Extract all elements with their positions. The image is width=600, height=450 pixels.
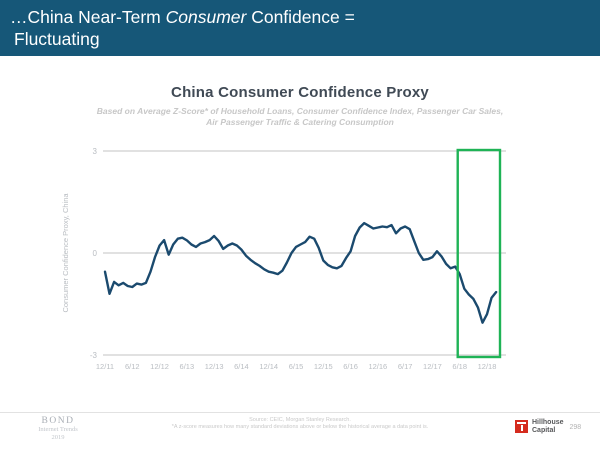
page-number: 298 — [569, 424, 582, 431]
x-tick-label: 12/14 — [259, 362, 278, 371]
x-tick-label: 12/15 — [314, 362, 333, 371]
bond-logo: BOND Internet Trends 2019 — [28, 416, 88, 442]
x-tick-label: 12/17 — [423, 362, 442, 371]
hillhouse-name-line2: Capital — [532, 427, 556, 434]
x-tick-label: 12/13 — [205, 362, 224, 371]
x-tick-label: 6/15 — [289, 362, 304, 371]
hillhouse-logo-text: Hillhouse Capital — [532, 419, 564, 435]
header-text-prefix: …China Near-Term — [10, 7, 166, 27]
zscore-note: *A z-score measures how many standard de… — [171, 424, 429, 430]
header-line-2: Fluctuating — [14, 29, 100, 49]
hillhouse-logo-bar — [517, 422, 526, 424]
header-line-1: …China Near-Term Consumer Confidence = — [10, 6, 590, 28]
bond-logo-line2: Internet Trends — [38, 426, 78, 433]
y-tick-label: 3 — [93, 147, 98, 156]
chart-subtitle-line-1: Based on Average Z-Score* of Household L… — [96, 106, 504, 116]
hillhouse-logo-stroke — [521, 425, 523, 431]
x-tick-label: 12/18 — [478, 362, 497, 371]
source-line: Source: CEIC, Morgan Stanley Research. — [249, 417, 351, 423]
x-tick-label: 12/16 — [368, 362, 387, 371]
x-tick-label: 12/12 — [150, 362, 169, 371]
hillhouse-logo-icon — [515, 420, 528, 433]
header-text-italic: Consumer — [165, 7, 247, 27]
x-tick-label: 6/16 — [343, 362, 358, 371]
x-tick-label: 6/12 — [125, 362, 140, 371]
slide-header: …China Near-Term Consumer Confidence = F… — [0, 0, 600, 56]
footer-divider — [0, 412, 600, 413]
chart-subtitle-line-2: Air Passenger Traffic & Catering Consump… — [206, 117, 394, 127]
y-tick-label: 0 — [93, 249, 98, 258]
bond-logo-name: BOND — [41, 416, 75, 426]
hillhouse-name-line1: Hillhouse — [532, 419, 564, 426]
bond-logo-line3: 2019 — [51, 434, 65, 441]
x-tick-label: 6/13 — [180, 362, 195, 371]
chart-subtitle: Based on Average Z-Score* of Household L… — [0, 106, 600, 128]
header-text-suffix: Confidence = — [246, 7, 355, 27]
hillhouse-logo: Hillhouse Capital 298 — [515, 419, 581, 435]
highlight-box — [456, 148, 502, 359]
x-tick-label: 6/14 — [234, 362, 249, 371]
x-tick-label: 6/18 — [452, 362, 467, 371]
source-footnote: Source: CEIC, Morgan Stanley Research. *… — [0, 417, 600, 431]
x-tick-label: 12/11 — [96, 362, 114, 371]
chart-title: China Consumer Confidence Proxy — [171, 84, 429, 101]
y-tick-label: -3 — [90, 351, 98, 360]
confidence-line — [103, 221, 498, 324]
x-tick-label: 6/17 — [398, 362, 413, 371]
y-axis-title: Consumer Confidence Proxy, China — [61, 193, 70, 313]
